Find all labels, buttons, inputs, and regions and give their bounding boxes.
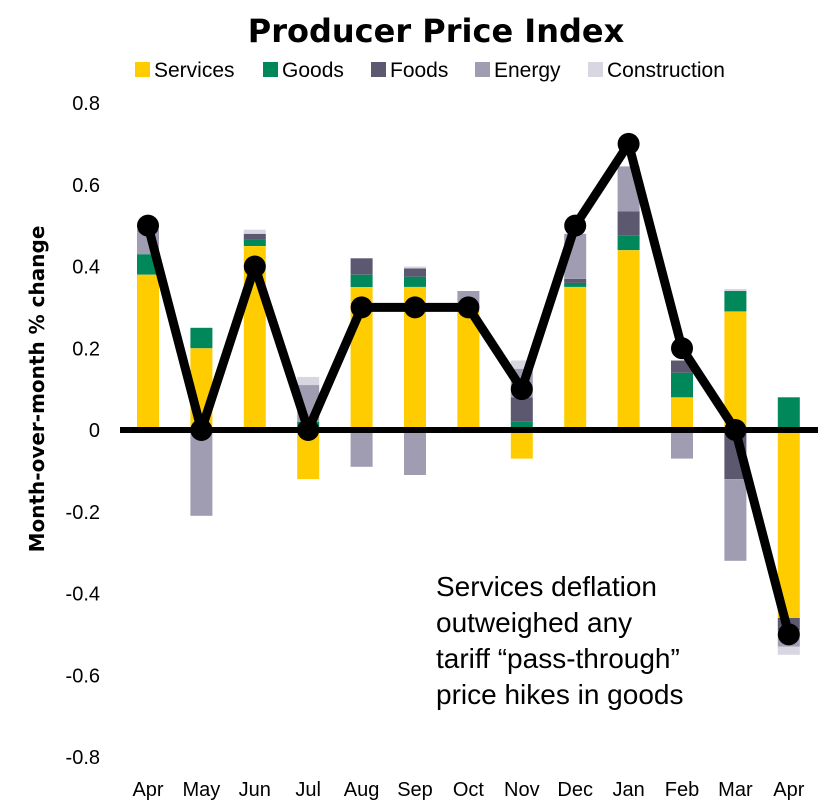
bar-foods-9 — [617, 211, 640, 236]
bar-goods-5 — [404, 276, 426, 287]
total-point-4 — [350, 296, 373, 319]
bar-foods-4 — [350, 258, 373, 275]
bar-energy-4 — [350, 430, 373, 467]
bar-services-10 — [671, 397, 693, 430]
y-tick-label: 0 — [89, 420, 100, 442]
total-point-9 — [617, 132, 640, 155]
legend-swatch-goods — [263, 62, 278, 77]
legend: Services Goods Foods Energy Construction — [135, 59, 725, 82]
bar-services-9 — [617, 250, 640, 430]
bar-foods-5 — [404, 268, 426, 277]
y-tick-label: 0.2 — [72, 338, 100, 360]
legend-label-energy: Energy — [494, 59, 561, 82]
y-tick-label: 0.6 — [72, 175, 100, 197]
x-tick-label: Jan — [612, 779, 644, 801]
total-point-11 — [724, 419, 747, 441]
bar-energy-5 — [404, 430, 426, 475]
legend-label-services: Services — [154, 59, 235, 82]
y-tick-label: -0.4 — [66, 584, 100, 606]
annotation-line: price hikes in goods — [436, 679, 683, 710]
annotation-line: Services deflation — [436, 571, 657, 602]
bars — [137, 166, 800, 655]
bar-services-6 — [457, 307, 480, 430]
x-axis-ticks: Apr May Jun Jul Aug Sep Oct Nov Dec Jan Feb Mar Apr — [132, 779, 804, 801]
x-tick-label: Apr — [773, 779, 804, 801]
y-tick-label: -0.6 — [66, 665, 100, 687]
bar-goods-4 — [350, 274, 373, 287]
bar-services-7 — [510, 430, 533, 459]
y-axis-ticks: 0.8 0.6 0.4 0.2 0 -0.2 -0.4 -0.6 -0.8 — [66, 93, 100, 769]
total-point-3 — [297, 419, 320, 441]
bar-goods-7 — [510, 421, 533, 430]
bar-services-11 — [724, 311, 747, 430]
total-point-7 — [510, 378, 533, 401]
bar-energy-11 — [724, 479, 747, 561]
x-tick-label: Jun — [239, 779, 271, 801]
legend-swatch-energy — [475, 62, 490, 77]
bar-construction-11 — [724, 289, 747, 291]
total-point-8 — [564, 214, 587, 237]
y-tick-label: 0.8 — [72, 93, 100, 115]
x-tick-label: Sep — [397, 779, 433, 801]
total-point-12 — [777, 623, 800, 646]
bar-energy-10 — [671, 430, 693, 459]
bar-goods-1 — [190, 327, 213, 349]
bar-goods-2 — [243, 239, 266, 246]
bar-construction-5 — [404, 266, 426, 269]
x-tick-label: Apr — [132, 779, 163, 801]
x-tick-label: Oct — [453, 779, 485, 801]
bar-goods-9 — [617, 235, 640, 251]
total-point-2 — [243, 255, 266, 278]
annotation: Services deflation outweighed any tariff “… — [436, 571, 683, 710]
y-tick-label: -0.8 — [66, 747, 100, 769]
y-axis-label: Month-over-month % change — [25, 226, 49, 553]
legend-label-foods: Foods — [390, 59, 448, 82]
legend-label-construction: Construction — [607, 59, 725, 82]
bar-services-12 — [777, 430, 800, 618]
bar-foods-8 — [564, 278, 587, 283]
x-tick-label: Nov — [504, 779, 540, 801]
y-tick-label: 0.4 — [72, 257, 100, 279]
y-tick-label: -0.2 — [66, 502, 100, 524]
legend-swatch-construction — [588, 62, 603, 77]
bar-energy-1 — [190, 430, 213, 516]
total-point-10 — [671, 337, 693, 360]
chart-title: Producer Price Index — [248, 12, 625, 50]
bar-services-8 — [564, 286, 587, 430]
total-points — [137, 132, 800, 646]
bar-foods-2 — [243, 233, 266, 240]
x-tick-label: Dec — [557, 779, 593, 801]
x-tick-label: Feb — [665, 779, 699, 801]
x-tick-label: Mar — [718, 779, 753, 801]
bar-services-0 — [137, 274, 159, 430]
bar-services-3 — [297, 430, 320, 480]
total-point-0 — [137, 214, 159, 237]
bar-goods-10 — [671, 372, 693, 398]
bar-construction-7 — [510, 360, 533, 369]
x-tick-label: Jul — [295, 779, 321, 801]
legend-swatch-foods — [371, 62, 386, 77]
bar-construction-3 — [297, 376, 320, 386]
bar-services-5 — [404, 286, 426, 430]
x-tick-label: May — [183, 779, 221, 801]
annotation-line: tariff “pass-through” — [436, 643, 680, 674]
bar-goods-12 — [777, 397, 800, 430]
bar-foods-7 — [510, 397, 533, 422]
bar-construction-12 — [777, 646, 800, 655]
legend-label-goods: Goods — [282, 59, 344, 82]
legend-swatch-services — [135, 62, 150, 77]
x-tick-label: Aug — [344, 779, 380, 801]
total-point-1 — [190, 419, 213, 441]
bar-goods-11 — [724, 291, 747, 312]
bar-goods-8 — [564, 282, 587, 287]
total-point-5 — [404, 296, 426, 319]
annotation-line: outweighed any — [436, 607, 632, 638]
bar-construction-2 — [243, 229, 266, 234]
total-point-6 — [457, 296, 480, 319]
